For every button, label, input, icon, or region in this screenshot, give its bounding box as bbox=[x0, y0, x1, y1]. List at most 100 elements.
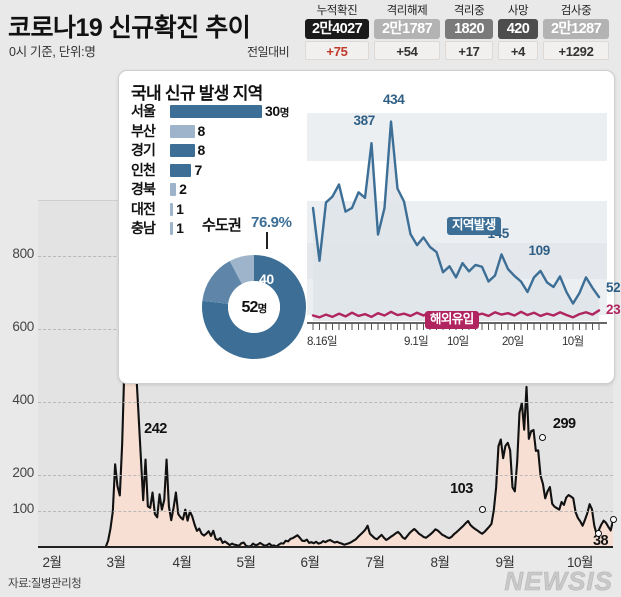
region-value-대전: 1 bbox=[176, 200, 184, 217]
region-value-부산: 8 bbox=[197, 122, 206, 139]
inset-xtick-2: 10일 bbox=[447, 336, 469, 348]
stat-col-cumulative-confirmed: 누적확진 2만4027 +75 bbox=[305, 4, 369, 60]
inset-annotation-domestic-434: 434 bbox=[383, 91, 405, 107]
region-value-서울: 30명 bbox=[265, 103, 290, 119]
inset-xtick-0: 8.16일 bbox=[307, 336, 338, 348]
main-xtick-8: 10월 bbox=[567, 555, 593, 570]
region-bar-서울 bbox=[170, 105, 262, 118]
main-ytick-400: 400 bbox=[12, 391, 34, 407]
inset-annotation-domestic-387: 387 bbox=[353, 113, 376, 129]
stat-delta-deaths: +4 bbox=[498, 41, 538, 60]
stat-label-released-isolation: 격리해제 bbox=[386, 5, 428, 17]
main-xtick-7: 9월 bbox=[495, 555, 515, 570]
stat-col-deaths: 사망 420 +4 bbox=[498, 4, 538, 60]
stat-delta-released-isolation: +54 bbox=[374, 41, 440, 60]
stat-value-deaths: 420 bbox=[498, 19, 538, 39]
main-ytick-100: 100 bbox=[12, 501, 34, 517]
region-bar-인천 bbox=[170, 163, 192, 177]
region-row-부산: 부산 8 bbox=[131, 122, 291, 141]
main-xtick-2: 4월 bbox=[172, 555, 192, 570]
legend-badge-domestic: 지역발생 bbox=[447, 217, 501, 235]
inset-title: 국내 신규 발생 지역 bbox=[131, 84, 263, 103]
region-value-충남: 1 bbox=[176, 220, 184, 236]
capital-area-percent: 76.9% bbox=[251, 214, 292, 231]
newsis-watermark: NEWSIS bbox=[504, 566, 613, 597]
stat-value-under-testing: 2만1287 bbox=[543, 19, 609, 39]
page-subtitle: 0시 기준, 단위:명 bbox=[9, 45, 96, 59]
main-chart-axis-line bbox=[38, 546, 613, 548]
source-credit: 자료:질병관리청 bbox=[8, 578, 82, 590]
regional-breakdown-panel: 국내 신규 발생 지역 서울 30명 부산 8 경기 8 인천 7 경북 2 대전 1 충남 1 수도권 … bbox=[118, 70, 621, 384]
region-bar-부산 bbox=[170, 124, 195, 138]
inset-annotation-domestic-109: 109 bbox=[528, 242, 551, 258]
main-annotation-38: 38 bbox=[592, 533, 609, 550]
stat-label-in-isolation: 격리중 bbox=[453, 5, 485, 17]
stat-col-under-testing: 검사중 2만1287 +1292 bbox=[543, 4, 609, 60]
donut-total-value: 52 bbox=[241, 299, 258, 316]
inset-trend-chart bbox=[307, 113, 607, 330]
region-row-인천: 인천 7 bbox=[131, 161, 291, 180]
region-row-충남: 충남 1 bbox=[131, 219, 291, 238]
region-name-충남: 충남 bbox=[131, 220, 156, 236]
main-ytick-600: 600 bbox=[12, 318, 34, 334]
stat-label-cumulative-confirmed: 누적확진 bbox=[316, 5, 358, 17]
main-ytick-200: 200 bbox=[12, 464, 34, 480]
stat-value-cumulative-confirmed: 2만4027 bbox=[305, 19, 369, 39]
region-name-인천: 인천 bbox=[131, 161, 156, 178]
region-value-인천: 7 bbox=[194, 161, 202, 178]
main-gridline-400 bbox=[38, 401, 613, 403]
inset-xtick-1: 9.1일 bbox=[404, 336, 429, 348]
stat-value-released-isolation: 2만1787 bbox=[374, 19, 440, 39]
region-name-경기: 경기 bbox=[131, 142, 156, 158]
stat-label-deaths: 사망 bbox=[507, 5, 529, 17]
legend-badge-imported: 해외유입 bbox=[425, 311, 479, 329]
main-marker-103 bbox=[478, 505, 486, 513]
capital-area-label: 수도권 bbox=[202, 217, 242, 234]
region-bar-경기 bbox=[170, 144, 195, 157]
inset-xtick-4: 10월 bbox=[562, 336, 584, 348]
page-title: 코로나19 신규확진 추이 bbox=[8, 14, 251, 42]
main-annotation-299: 299 bbox=[552, 415, 576, 432]
region-name-대전: 대전 bbox=[131, 200, 156, 217]
main-annotation-103: 103 bbox=[450, 481, 473, 498]
region-name-경북: 경북 bbox=[131, 181, 156, 197]
main-xtick-5: 7월 bbox=[365, 555, 385, 570]
main-xtick-3: 5월 bbox=[236, 555, 256, 570]
region-row-대전: 대전 1 bbox=[131, 200, 291, 219]
stat-label-under-testing: 검사중 bbox=[560, 5, 592, 17]
main-annotation-242: 242 bbox=[144, 420, 167, 437]
main-xtick-0: 2월 bbox=[42, 555, 62, 570]
region-row-서울: 서울 30명 bbox=[131, 102, 291, 121]
region-bar-대전 bbox=[170, 202, 174, 216]
stat-delta-in-isolation: +17 bbox=[445, 41, 493, 60]
region-row-경북: 경북 2 bbox=[131, 180, 291, 199]
delta-row-label: 전일대비 bbox=[247, 45, 290, 59]
stat-col-in-isolation: 격리중 1820 +17 bbox=[445, 4, 493, 60]
inset-annotation-imported-23: 23 bbox=[606, 302, 621, 318]
main-marker-299 bbox=[539, 434, 547, 442]
main-xtick-1: 3월 bbox=[106, 555, 126, 570]
stat-delta-cumulative-confirmed: +75 bbox=[305, 41, 369, 60]
region-value-경기: 8 bbox=[197, 142, 206, 158]
donut-total-unit: 명 bbox=[257, 303, 268, 315]
leader-line bbox=[266, 232, 268, 249]
region-bar-충남 bbox=[170, 222, 174, 235]
capital-area-donut-chart bbox=[202, 255, 306, 359]
summary-stats: 누적확진 2만4027 +75 격리해제 2만1787 +54 격리중 1820 +17 사망 42… bbox=[305, 4, 617, 62]
region-name-서울: 서울 bbox=[131, 103, 156, 119]
donut-capital-value: 40 bbox=[259, 271, 274, 287]
region-value-경북: 2 bbox=[179, 181, 187, 197]
main-marker-75 bbox=[609, 516, 617, 524]
main-ytick-800: 800 bbox=[12, 245, 34, 261]
region-bar-경북 bbox=[170, 183, 177, 196]
stat-col-released-isolation: 격리해제 2만1787 +54 bbox=[374, 4, 440, 60]
stat-value-in-isolation: 1820 bbox=[445, 19, 493, 39]
donut-center-total: 52명 bbox=[224, 299, 284, 317]
main-marker-38 bbox=[595, 529, 603, 537]
main-xtick-4: 6월 bbox=[300, 555, 320, 570]
main-xtick-6: 8월 bbox=[430, 555, 450, 570]
main-gridline-200 bbox=[38, 474, 613, 476]
stat-delta-under-testing: +1292 bbox=[543, 41, 609, 60]
inset-annotation-domestic-52: 52 bbox=[606, 280, 621, 296]
inset-xtick-3: 20일 bbox=[502, 336, 524, 348]
